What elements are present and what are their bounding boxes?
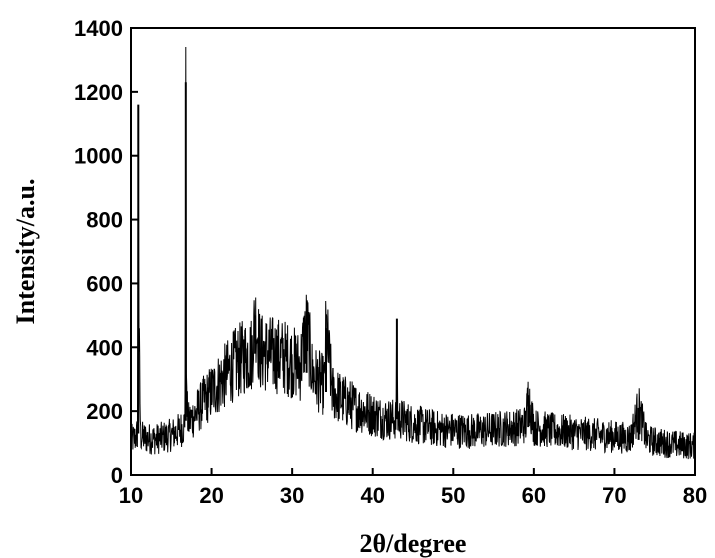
x-axis: 10 20 30 40 50 60 70 80	[119, 468, 707, 508]
x-tick-label: 80	[683, 483, 707, 508]
plot-frame	[130, 27, 696, 476]
y-tick-label: 1000	[74, 144, 123, 169]
x-tick-label: 60	[522, 483, 546, 508]
x-tick-label: 40	[360, 483, 384, 508]
y-tick-label: 600	[86, 271, 123, 296]
x-tick-label: 30	[280, 483, 304, 508]
y-tick-label: 1400	[74, 16, 123, 41]
series-layer	[130, 46, 696, 460]
y-tick-label: 400	[86, 335, 123, 360]
plot-area	[130, 27, 696, 476]
y-tick-label: 0	[111, 463, 123, 488]
y-tick-label: 200	[86, 399, 123, 424]
x-tick-label: 50	[441, 483, 465, 508]
y-tick-label: 800	[86, 208, 123, 233]
x-tick-label: 70	[602, 483, 626, 508]
x-tick-label: 10	[119, 483, 143, 508]
y-tick-label: 1200	[74, 80, 123, 105]
y-axis: 0 200 400 600 800 1000 1200 1400	[74, 16, 138, 488]
y-axis-title: Intensity/a.u.	[11, 179, 40, 325]
x-tick-label: 20	[199, 483, 223, 508]
series-line-0	[130, 46, 696, 460]
x-axis-title: 2θ/degree	[360, 529, 467, 558]
